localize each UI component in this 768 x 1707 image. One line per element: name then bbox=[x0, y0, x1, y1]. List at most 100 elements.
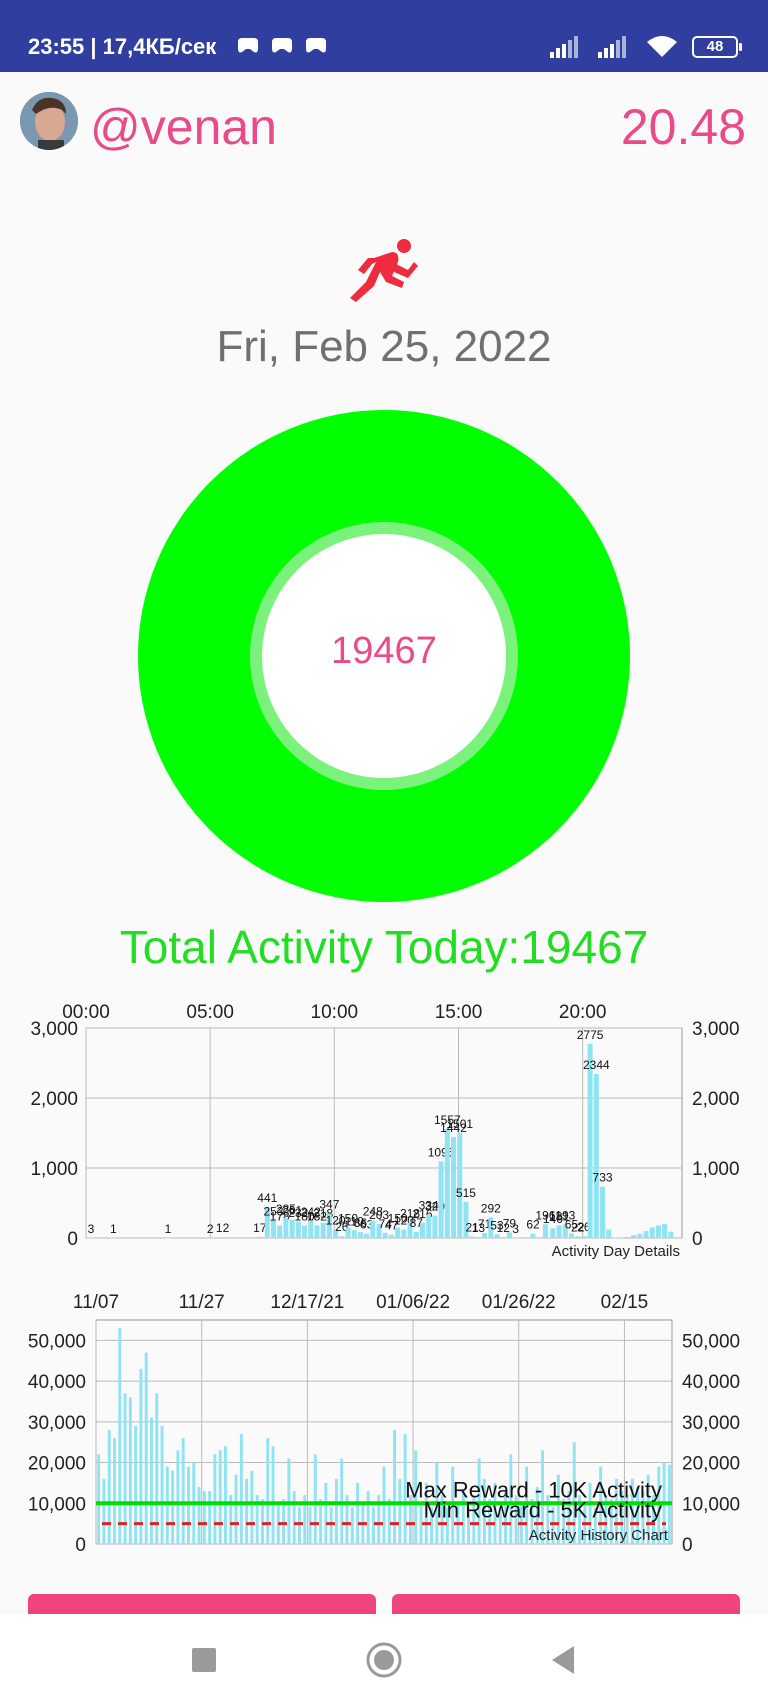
recent-apps-icon[interactable] bbox=[184, 1640, 224, 1680]
history-bar bbox=[329, 1507, 333, 1544]
bar-value-label: 285 bbox=[276, 1202, 296, 1216]
history-bar bbox=[593, 1507, 597, 1544]
history-bar bbox=[255, 1495, 259, 1544]
wifi-icon bbox=[647, 36, 677, 57]
history-bar bbox=[393, 1429, 397, 1544]
day-bar bbox=[426, 1214, 432, 1238]
day-bar bbox=[370, 1220, 376, 1238]
history-bar bbox=[599, 1466, 603, 1544]
history-bar bbox=[398, 1478, 402, 1544]
y-tick-label-left: 20,000 bbox=[28, 1454, 86, 1475]
history-bar bbox=[160, 1425, 164, 1544]
history-bar bbox=[118, 1328, 122, 1544]
history-bar bbox=[525, 1466, 529, 1544]
history-bar bbox=[292, 1491, 296, 1544]
bar-value-label: 63 bbox=[360, 1218, 374, 1232]
day-bar bbox=[542, 1224, 548, 1238]
y-tick-label-right: 0 bbox=[692, 1229, 703, 1250]
history-bar bbox=[477, 1458, 481, 1544]
chart-title: Activity Day Details bbox=[552, 1243, 680, 1260]
day-bar bbox=[457, 1132, 463, 1238]
bar-value-label: 86 bbox=[354, 1216, 368, 1230]
history-bar bbox=[445, 1507, 449, 1544]
activity-date: Fri, Feb 25, 2022 bbox=[216, 322, 552, 371]
history-bar bbox=[514, 1495, 518, 1544]
home-icon[interactable] bbox=[364, 1640, 404, 1680]
history-bar bbox=[107, 1429, 111, 1544]
y-tick-label-right: 10,000 bbox=[682, 1494, 740, 1515]
history-bar bbox=[657, 1466, 661, 1544]
history-bar bbox=[419, 1503, 423, 1544]
history-bar bbox=[371, 1507, 375, 1544]
history-bar bbox=[504, 1491, 507, 1544]
history-bar bbox=[176, 1450, 180, 1544]
history-bar bbox=[530, 1499, 534, 1544]
day-bar bbox=[444, 1129, 450, 1238]
x-tick-label: 11/07 bbox=[73, 1292, 119, 1313]
day-bar bbox=[271, 1220, 276, 1238]
day-bar bbox=[631, 1235, 637, 1238]
history-bar bbox=[250, 1470, 254, 1544]
activity-donut bbox=[138, 410, 630, 902]
bar-value-label: 140 bbox=[543, 1212, 563, 1226]
bar-value-label: 203 bbox=[369, 1208, 389, 1222]
bar-value-label: 13 bbox=[472, 1221, 486, 1235]
bar-value-label: 74 bbox=[379, 1217, 393, 1231]
day-bar bbox=[593, 1073, 599, 1238]
history-bar bbox=[625, 1495, 629, 1544]
history-bar bbox=[324, 1482, 328, 1544]
bar-value-label: 1442 bbox=[440, 1121, 467, 1135]
y-tick-label-right: 40,000 bbox=[682, 1372, 740, 1393]
day-bar bbox=[513, 1237, 519, 1239]
bar-value-label: 47 bbox=[385, 1219, 399, 1233]
bar-value-label: 441 bbox=[257, 1191, 277, 1205]
history-bar bbox=[150, 1417, 153, 1544]
battery-icon: 48 bbox=[692, 36, 742, 58]
day-bar bbox=[110, 1237, 116, 1239]
day-bar bbox=[407, 1222, 413, 1238]
username[interactable]: @venan bbox=[90, 99, 277, 155]
history-bar bbox=[387, 1499, 391, 1544]
day-bar bbox=[395, 1227, 401, 1238]
x-tick-label: 11/27 bbox=[179, 1292, 225, 1313]
history-bar bbox=[366, 1491, 370, 1544]
history-bar bbox=[102, 1478, 106, 1544]
x-tick-label: 10:00 bbox=[311, 1002, 359, 1023]
signal-icon bbox=[550, 36, 578, 58]
day-bar bbox=[257, 1236, 263, 1238]
history-bar bbox=[451, 1466, 455, 1544]
day-bar bbox=[612, 1237, 618, 1239]
history-bar bbox=[562, 1499, 566, 1544]
bar-value-label: 1095 bbox=[428, 1145, 455, 1159]
history-bar bbox=[350, 1507, 354, 1544]
history-bar bbox=[509, 1454, 513, 1544]
day-bar bbox=[339, 1236, 345, 1238]
bar-value-label: 1557 bbox=[434, 1113, 461, 1127]
day-bar bbox=[364, 1233, 370, 1238]
history-bar bbox=[424, 1482, 428, 1544]
history-bar bbox=[308, 1507, 312, 1544]
avatar[interactable] bbox=[20, 92, 78, 150]
back-icon[interactable] bbox=[544, 1640, 584, 1680]
bar-value-label: 2 bbox=[207, 1222, 214, 1236]
day-bar bbox=[420, 1222, 425, 1238]
running-person-icon bbox=[350, 239, 418, 302]
history-bar bbox=[652, 1495, 655, 1544]
bar-value-label: 53 bbox=[490, 1218, 504, 1232]
y-tick-label-left: 0 bbox=[67, 1229, 78, 1250]
day-bar bbox=[556, 1225, 562, 1238]
y-tick-label-left: 10,000 bbox=[28, 1494, 86, 1515]
history-bar bbox=[165, 1466, 169, 1544]
day-bar bbox=[326, 1213, 332, 1238]
history-bar bbox=[493, 1482, 497, 1544]
day-bar bbox=[451, 1137, 457, 1238]
day-bar bbox=[432, 1215, 438, 1238]
history-bar bbox=[234, 1474, 238, 1544]
bar-value-label: 62 bbox=[526, 1218, 540, 1232]
bar-value-label: 218 bbox=[400, 1207, 420, 1221]
day-bar bbox=[575, 1236, 581, 1238]
bar-value-label: 248 bbox=[363, 1205, 383, 1219]
history-bar bbox=[282, 1499, 286, 1544]
history-bar bbox=[187, 1466, 190, 1544]
history-bar bbox=[641, 1491, 645, 1544]
